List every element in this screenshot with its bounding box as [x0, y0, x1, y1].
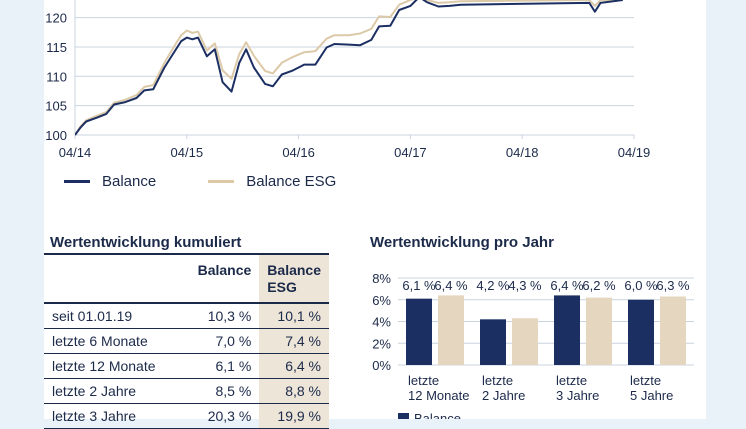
- bar-y-tick-label: 8%: [372, 271, 391, 286]
- table-row: letzte 2 Jahre 8,5 % 8,8 %: [44, 378, 329, 404]
- x-tick-label: 04/18: [506, 145, 539, 160]
- legend-item-balance: Balance: [64, 173, 156, 190]
- bar-y-tick-label: 2%: [372, 336, 391, 351]
- series-line-balance-esg: [75, 0, 623, 136]
- y-tick-label: 105: [45, 99, 67, 114]
- bar-chart-title: Wertentwicklung pro Jahr: [370, 234, 554, 251]
- x-tick-label: 04/17: [394, 145, 427, 160]
- bar-value-label-balance-esg: 6,3 %: [656, 278, 690, 293]
- bar-category-label-line2: 12 Monate: [408, 388, 469, 403]
- table-row: letzte 6 Monate 7,0 % 7,4 %: [44, 328, 329, 354]
- bar-value-label-balance-esg: 6,4 %: [434, 278, 468, 293]
- bar-balance-esg: [660, 296, 686, 365]
- bar-value-label-balance: 6,0 %: [624, 278, 658, 293]
- series-line-balance: [75, 0, 623, 136]
- y-tick-label: 100: [45, 128, 67, 143]
- bar-balance-esg: [586, 297, 612, 365]
- line-chart-legend: Balance Balance ESG: [64, 171, 388, 191]
- table-cell-period: letzte 6 Monate: [44, 328, 179, 354]
- bar-balance: [628, 299, 654, 365]
- bar-legend-swatch-balance: [398, 413, 409, 419]
- y-tick-label: 115: [46, 40, 67, 55]
- line-chart: 100 105 110 115 120 04/14 04/15 04/16 04/17 04/18…: [45, 0, 651, 160]
- table-header-balance: Balance: [178, 254, 260, 304]
- bar-category-label-line1: letzte: [556, 373, 587, 388]
- bar-legend-label-balance: Balance: [414, 411, 461, 419]
- bar-value-label-balance: 6,1 %: [402, 278, 436, 293]
- bar-category-label-line2: 3 Jahre: [556, 388, 599, 403]
- legend-swatch-balance: [64, 179, 90, 183]
- table-cell-balance: 6,1 %: [178, 353, 260, 379]
- table-cell-balance: 7,0 %: [178, 328, 260, 354]
- table-cell-balance: 10,3 %: [178, 303, 260, 329]
- table-cell-balance-esg: 10,1 %: [259, 303, 329, 329]
- legend-label-balance-esg: Balance ESG: [246, 172, 337, 190]
- bar-y-tick-label: 6%: [372, 293, 391, 308]
- table-title: Wertentwicklung kumuliert: [50, 234, 242, 251]
- header-balance-line1: Balance: [197, 262, 252, 278]
- table-header-balance-esg: Balance ESG: [259, 254, 329, 304]
- table-cell-balance-esg: 8,8 %: [259, 378, 329, 404]
- bar-category-label-line2: 5 Jahre: [630, 388, 673, 403]
- bar-balance-esg: [512, 318, 538, 365]
- bar-balance: [554, 295, 580, 365]
- bar-balance: [480, 319, 506, 365]
- bar-value-label-balance: 6,4 %: [550, 278, 584, 293]
- table-cell-period: letzte 12 Monate: [44, 353, 179, 379]
- bar-category-label-line1: letzte: [482, 373, 513, 388]
- table-cell-balance-esg: 6,4 %: [259, 353, 329, 379]
- legend-item-balance-esg: Balance ESG: [208, 173, 336, 190]
- table-cell-balance: 8,5 %: [178, 378, 260, 404]
- table-row: seit 01.01.19 10,3 % 10,1 %: [44, 303, 329, 329]
- bar-category-label-line2: 2 Jahre: [482, 388, 525, 403]
- bar-value-label-balance: 4,2 %: [476, 278, 510, 293]
- legend-swatch-balance-esg: [208, 179, 235, 183]
- table-header-row: Balance Balance ESG: [44, 254, 329, 304]
- bar-y-tick-label: 4%: [372, 315, 391, 330]
- header-esg-line1: Balance: [267, 262, 321, 278]
- bar-balance-esg: [438, 295, 464, 365]
- table-cell-period: letzte 2 Jahre: [44, 378, 179, 404]
- x-tick-label: 04/19: [618, 145, 651, 160]
- y-tick-label: 110: [46, 69, 67, 84]
- legend-label-balance: Balance: [102, 172, 157, 190]
- y-tick-label: 120: [45, 11, 67, 26]
- bar-category-label-line1: letzte: [408, 373, 439, 388]
- bar-value-label-balance-esg: 4,3 %: [508, 278, 542, 293]
- x-tick-label: 04/16: [282, 145, 315, 160]
- bar-y-tick-label: 0%: [372, 358, 391, 373]
- x-tick-label: 04/15: [171, 145, 204, 160]
- table-row: letzte 12 Monate 6,1 % 6,4 %: [44, 353, 329, 379]
- bar-value-label-balance-esg: 6,2 %: [582, 278, 616, 293]
- table-cell-balance-esg: 7,4 %: [259, 328, 329, 354]
- bar-category-label-line1: letzte: [630, 373, 661, 388]
- table-cell-period: seit 01.01.19: [44, 303, 179, 329]
- header-esg-line2: ESG: [267, 279, 297, 295]
- table-header-period: [44, 254, 179, 304]
- x-tick-label: 04/14: [59, 145, 92, 160]
- bar-balance: [406, 298, 432, 365]
